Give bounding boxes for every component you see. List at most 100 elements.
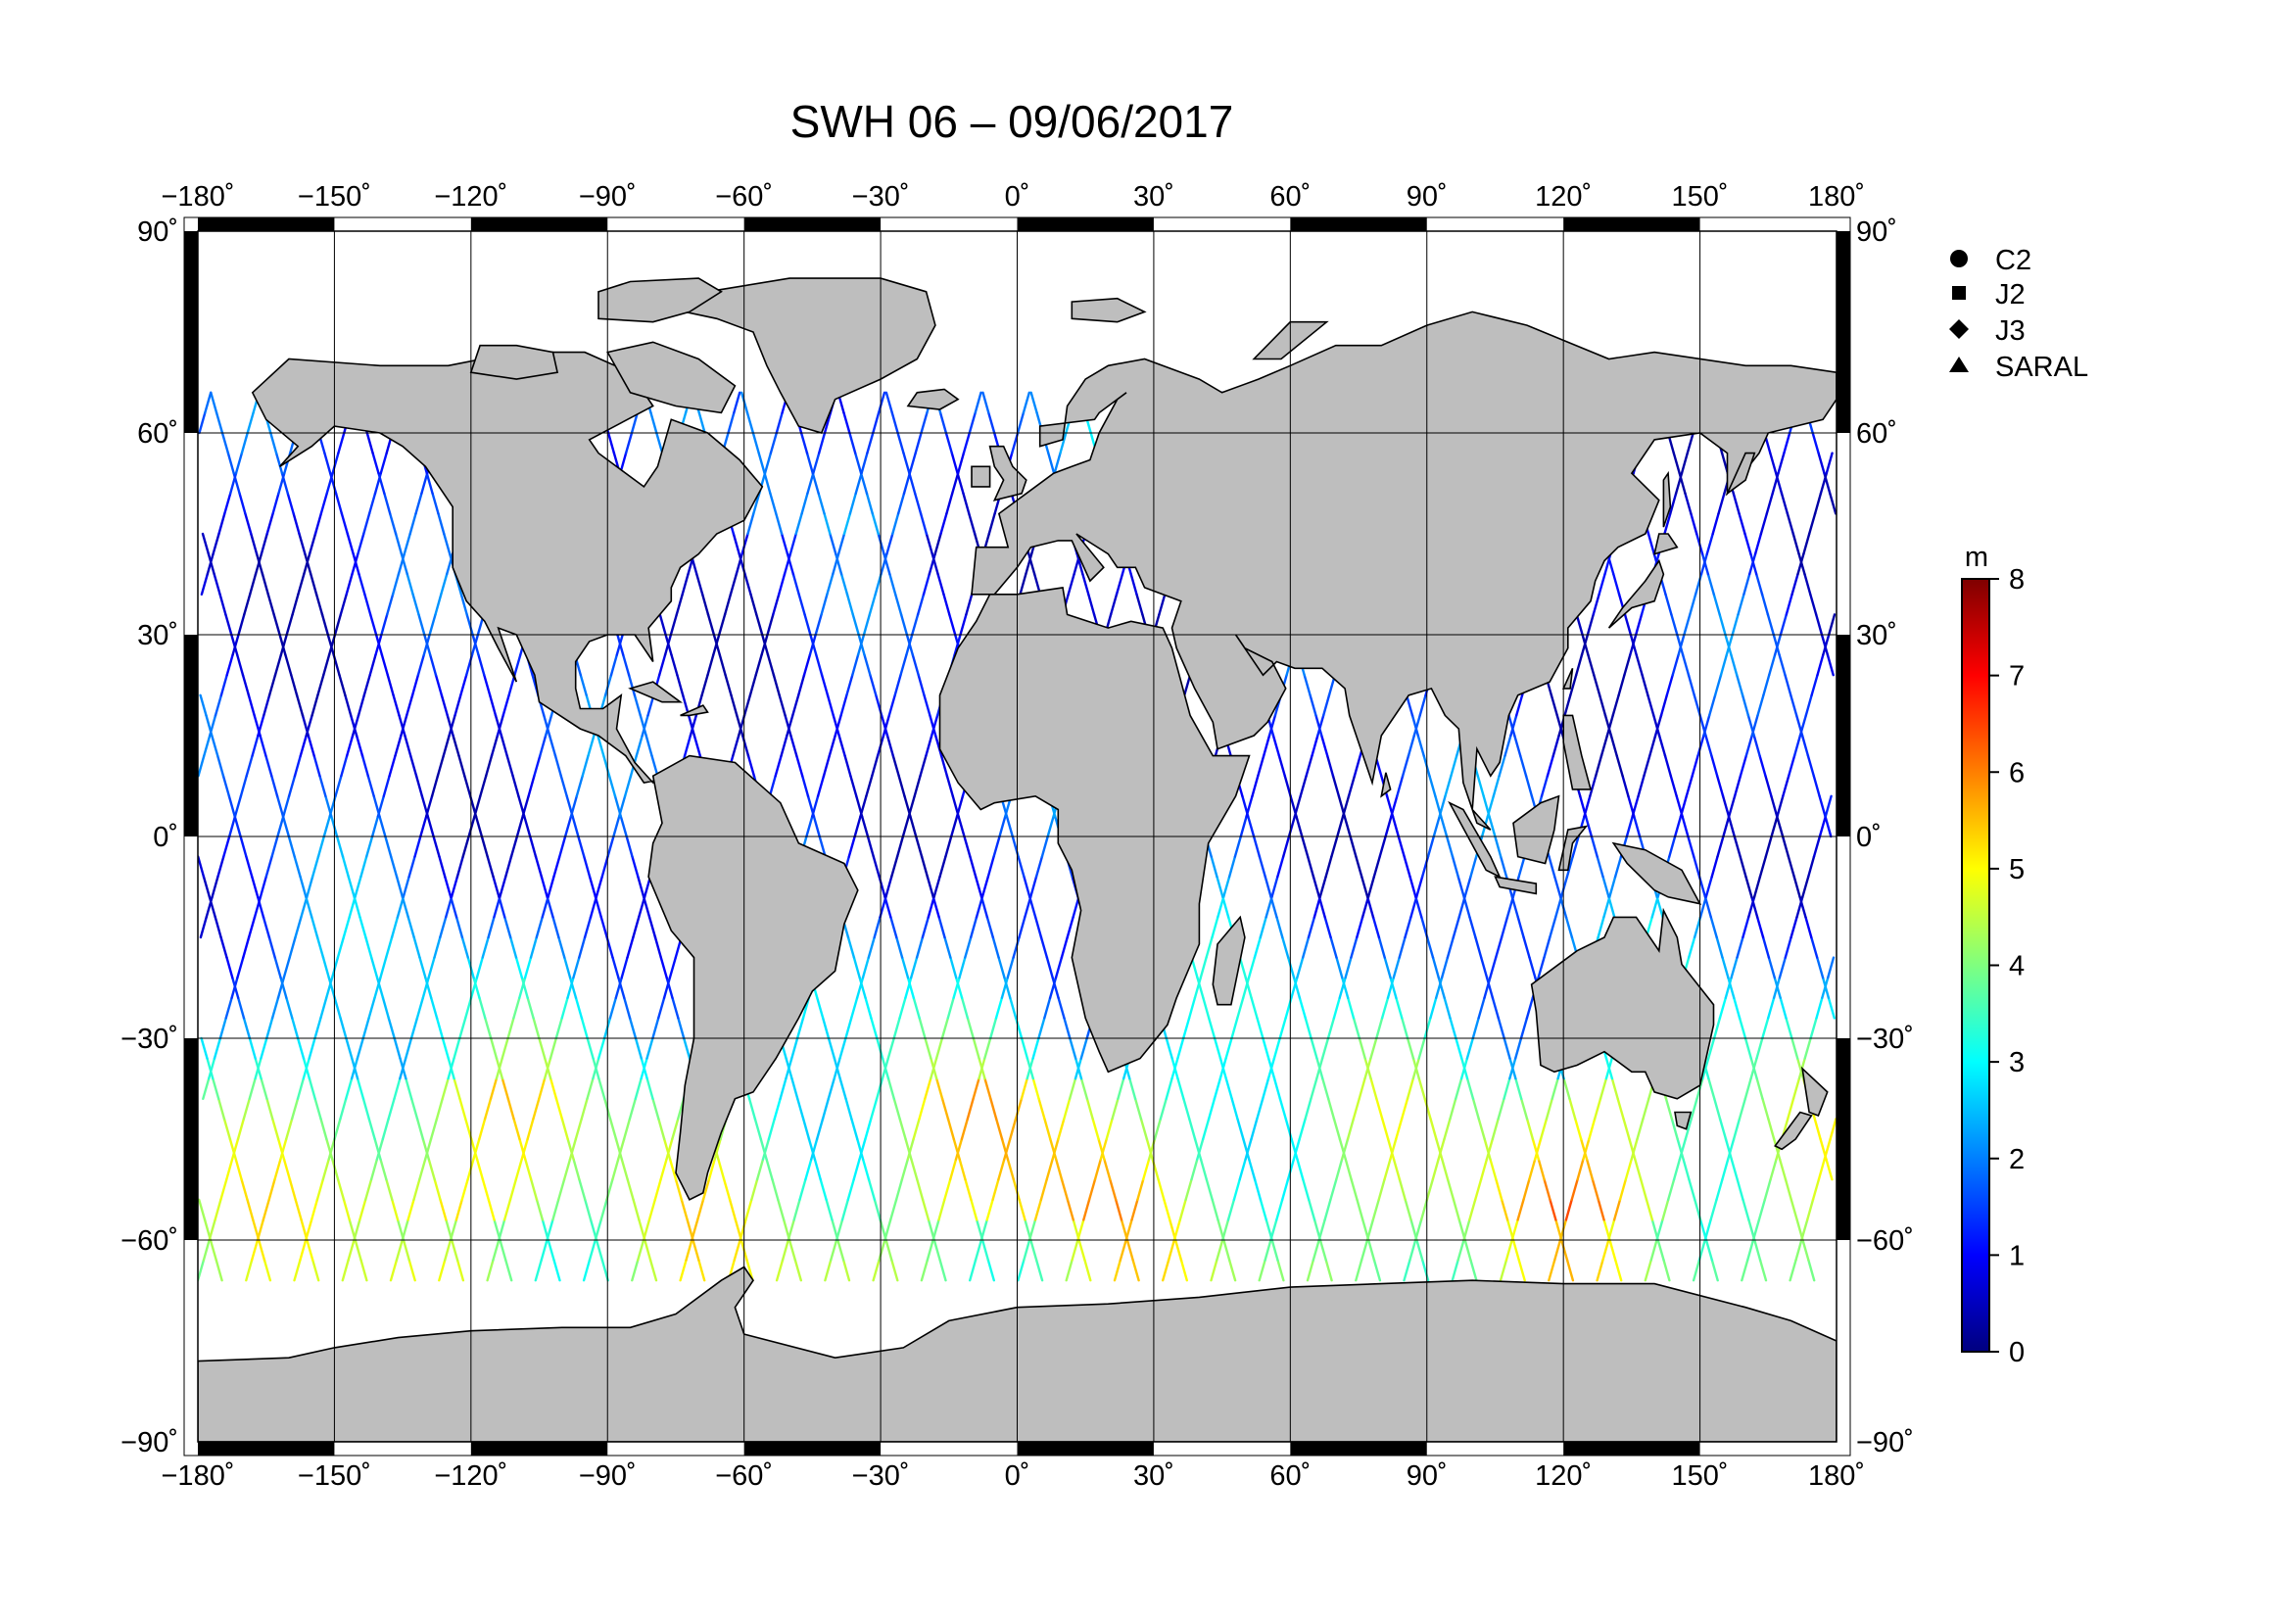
track-segment [505,754,514,778]
track-segment [198,1259,206,1282]
track-segment [260,1036,268,1060]
track-segment [602,754,611,778]
track-segment [1735,674,1744,696]
track-segment [1751,1218,1761,1242]
track-segment [303,552,311,576]
land-greenland [683,277,936,434]
track-segment [261,573,269,596]
track-segment [624,431,634,454]
track-segment [1722,815,1731,838]
track-segment [896,492,906,515]
track-segment [346,734,355,757]
track-segment [1771,472,1780,495]
land-borneo [1512,794,1560,865]
track-segment [1054,1158,1064,1181]
track-segment [469,977,479,999]
track-segment [216,1097,226,1121]
track-segment [333,613,342,637]
track-segment [1812,835,1822,858]
track-segment [640,1057,648,1080]
track-segment [389,1259,399,1282]
track-segment [1792,734,1802,757]
track-segment [1111,1097,1120,1121]
track-segment [1790,916,1798,939]
track-segment [1258,1259,1266,1282]
track-segment [1531,1137,1541,1161]
track-segment [1726,1137,1736,1161]
track-segment [1008,1118,1018,1141]
track-segment [861,1158,871,1181]
track-segment [1551,1076,1559,1101]
track-segment [387,1097,396,1121]
track-segment [435,1017,445,1040]
track-segment [787,1218,795,1242]
track-segment [467,815,476,838]
track-segment [215,411,224,435]
track-segment [381,996,390,1020]
track-segment [374,633,384,656]
track-segment [1455,1036,1463,1060]
track-segment [962,492,971,515]
track-segment [1779,613,1789,637]
track-segment [1446,1177,1456,1202]
track-segment [799,431,809,454]
track-segment [1790,1036,1799,1060]
track-segment [549,1036,557,1060]
track-segment [1586,613,1595,637]
track-segment [1304,1097,1313,1121]
track-segment [821,1097,830,1121]
track-segment [356,1036,364,1060]
track-segment [1678,1137,1688,1161]
track-segment [1303,674,1312,696]
track-segment [1278,1017,1287,1040]
track-segment [494,714,503,738]
track-segment [1812,775,1821,797]
lat-tick-label-right: 30˚ [1856,620,1897,651]
track-segment [256,1218,264,1242]
track-segment [391,1198,400,1221]
track-segment [512,996,521,1020]
track-segment [233,815,242,838]
track-segment [514,1158,523,1181]
track-segment [823,411,833,435]
track-segment [938,855,947,879]
track-segment [668,1158,678,1181]
track-segment [1787,855,1796,879]
frame-segment-bottom [743,1442,882,1456]
track-segment [237,613,246,637]
track-segment [683,734,692,757]
track-segment [215,754,225,778]
track-segment [1425,935,1435,959]
track-segment [818,835,827,858]
track-segment [829,532,837,555]
track-segment [1598,573,1606,596]
track-segment [1717,492,1726,515]
track-segment [826,693,835,717]
track-segment [797,593,806,616]
track-segment [815,653,824,677]
track-segment [1076,1218,1085,1242]
track-segment [551,916,560,939]
track-segment [1412,714,1421,738]
track-segment [1199,1158,1209,1181]
track-segment [267,674,277,696]
track-segment [642,1218,651,1242]
track-segment [1742,573,1751,596]
track-segment [1576,1158,1585,1181]
track-segment [1738,1017,1747,1040]
track-segment [1033,1198,1043,1221]
track-segment [351,1057,359,1080]
track-segment [370,956,379,979]
track-segment [272,613,281,637]
track-segment [384,835,393,858]
track-segment [529,935,538,959]
track-segment [1099,1137,1108,1161]
track-segment [671,996,680,1020]
track-segment [1752,734,1761,757]
track-segment [390,916,400,939]
track-segment [1574,1118,1583,1141]
lon-tick-label-bottom: −120˚ [434,1460,507,1492]
track-segment [1318,1238,1328,1262]
track-segment [1540,775,1550,797]
